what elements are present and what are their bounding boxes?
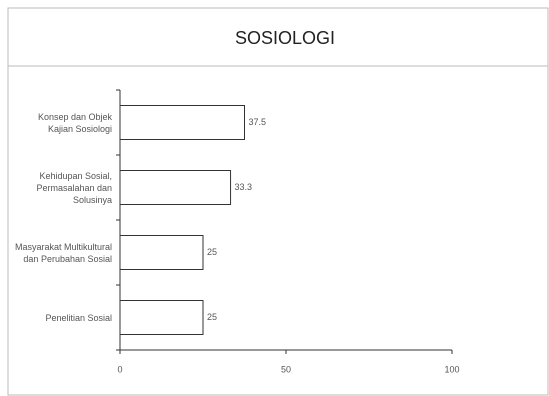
x-tick-label: 100 <box>444 364 459 374</box>
value-label: 33.3 <box>235 182 253 192</box>
y-tick-label: Masyarakat Multikultural dan Perubahan S… <box>14 241 112 264</box>
value-label: 37.5 <box>249 117 267 127</box>
x-tick-label: 0 <box>117 364 122 374</box>
chart-title: SOSIOLOGI <box>235 28 335 48</box>
y-tick-label: Penelitian Sosial <box>45 312 112 323</box>
y-tick-label: Kehidupan Sosial, Permasalahan dan Solus… <box>36 170 112 205</box>
bar <box>119 105 245 140</box>
chart-frame <box>7 7 549 396</box>
bar <box>119 170 232 205</box>
value-label: 25 <box>207 312 217 322</box>
x-tick-label: 50 <box>281 364 291 374</box>
value-label: 25 <box>207 247 217 257</box>
bar <box>119 300 204 335</box>
y-tick-label: Konsep dan Objek Kajian Sosiologi <box>37 111 112 134</box>
bar <box>119 235 204 270</box>
